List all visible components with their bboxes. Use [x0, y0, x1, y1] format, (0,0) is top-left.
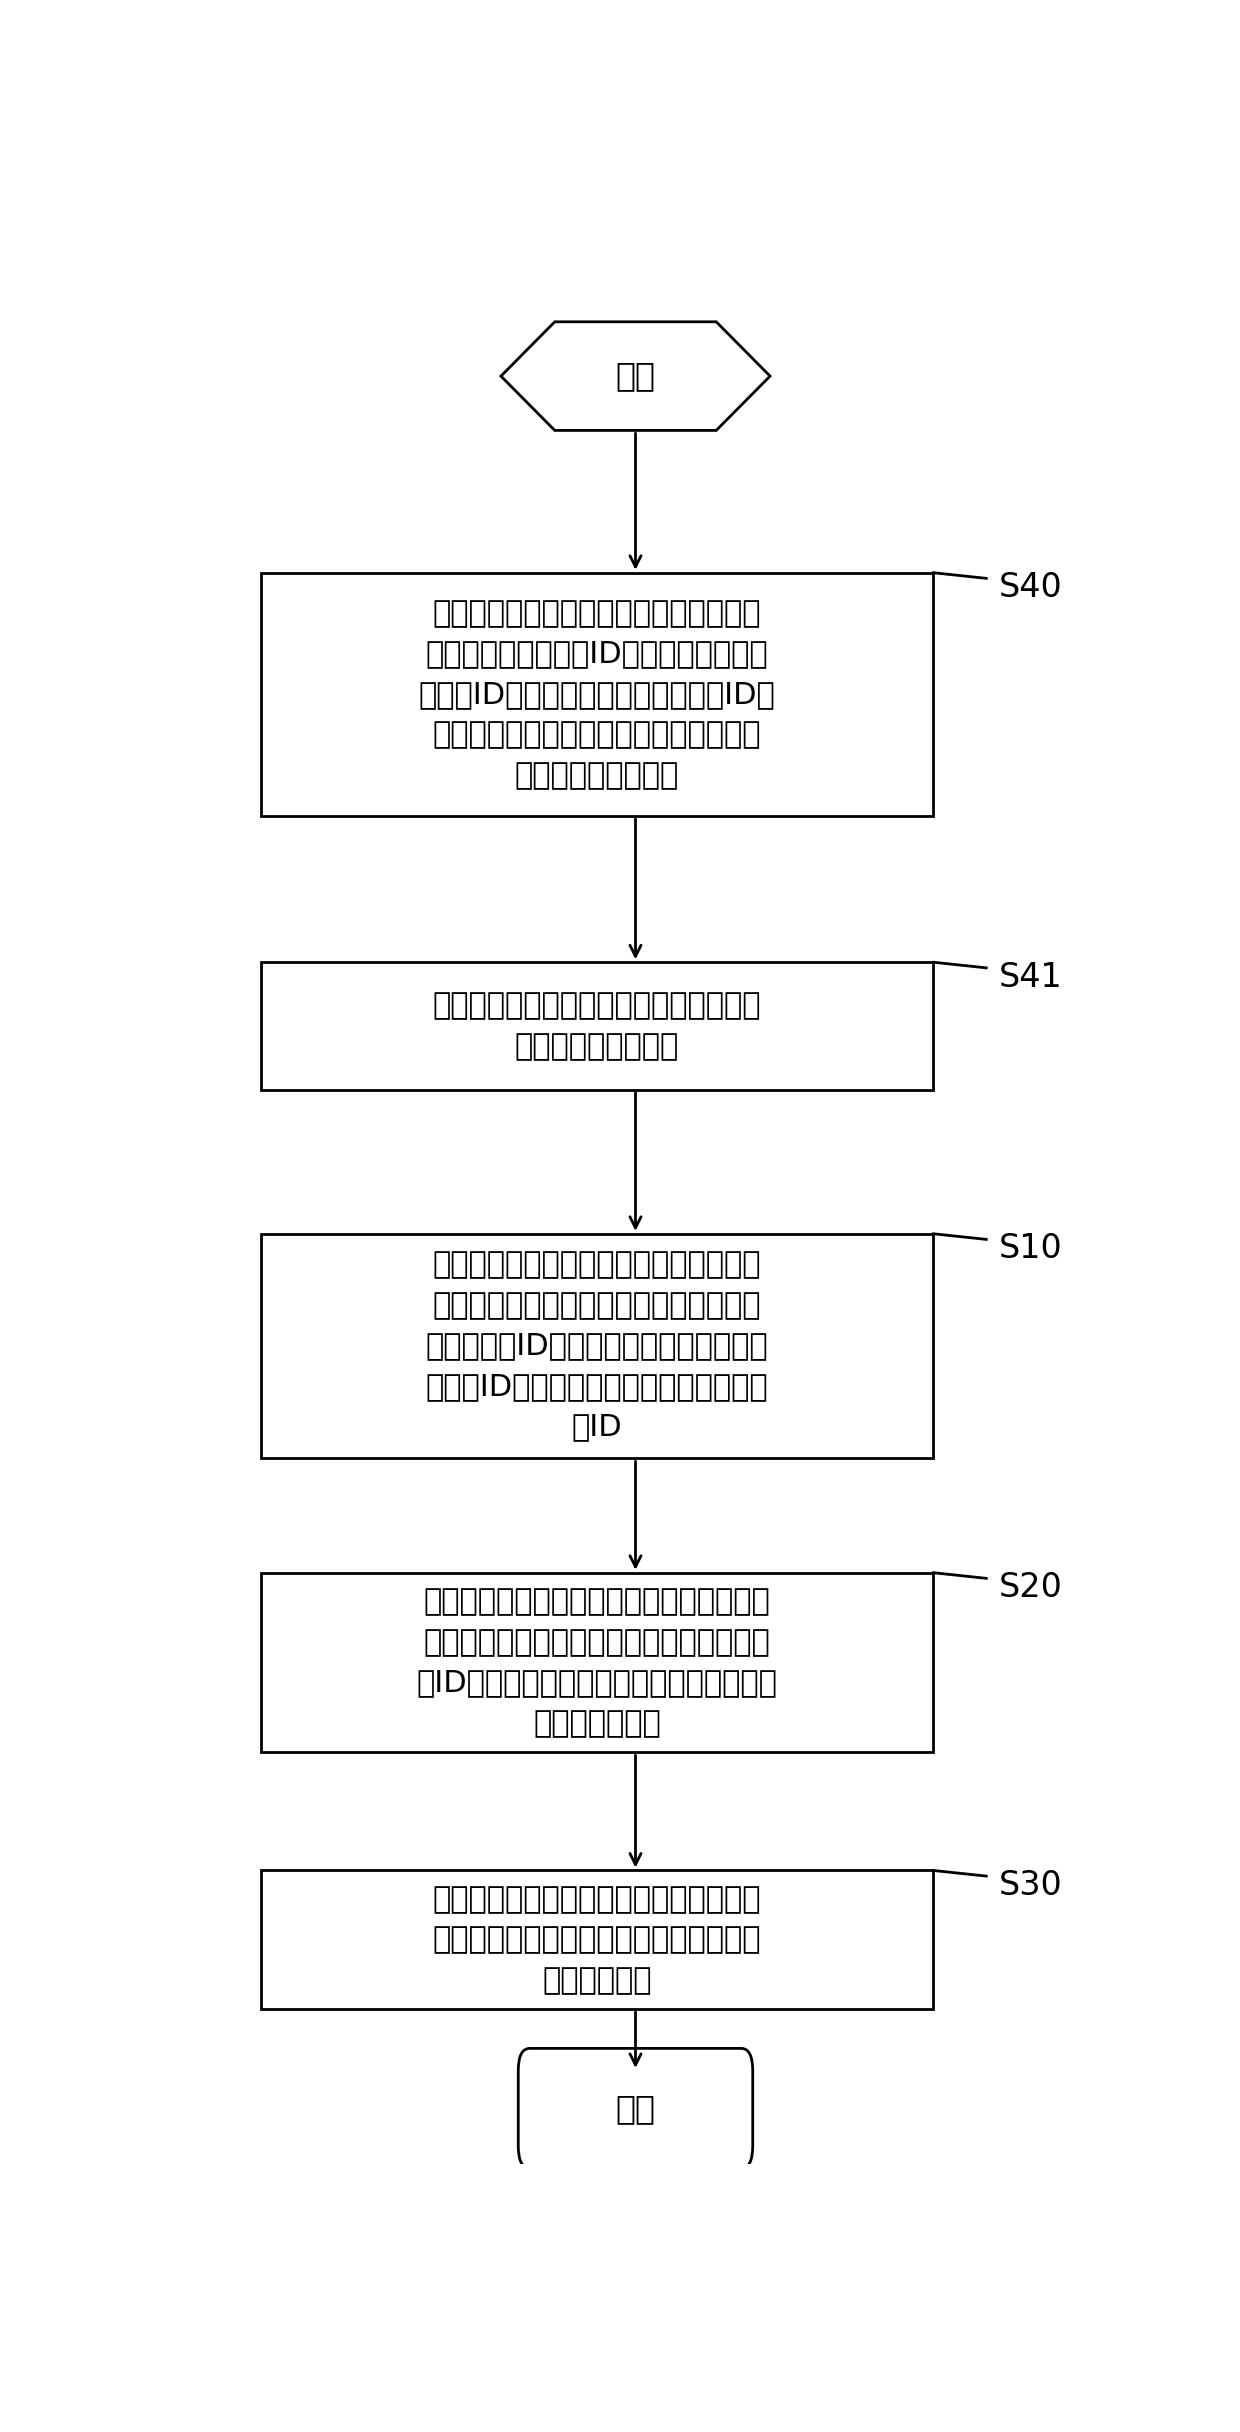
Bar [260, 1870, 934, 2009]
Text: S20: S20 [998, 1571, 1063, 1605]
Text: 将智能家电企业云服务端返回的认证结果
转发至智能家电设备: 将智能家电企业云服务端返回的认证结果 转发至智能家电设备 [433, 992, 761, 1060]
Text: 管控平台接收智能家电设备发送的包括该
智能家电设备的设备ID以及其所对应企业
的企业ID的接入请求，根据所述企业ID向
相应的智能家电企业云服务端请求对该智
能: 管控平台接收智能家电设备发送的包括该 智能家电设备的设备ID以及其所对应企业 的… [419, 598, 775, 790]
Text: S10: S10 [998, 1233, 1063, 1265]
Polygon shape [501, 321, 770, 430]
Bar [260, 963, 934, 1090]
Text: 控制终端从设备列表中选择相应的待管控
智能家电设备，对该待管控智能家电设备
进行管控操作: 控制终端从设备列表中选择相应的待管控 智能家电设备，对该待管控智能家电设备 进行… [433, 1885, 761, 1994]
Text: 管控平台接收控制终端发送的注册请求，
在注册成功后，绑定用于唯一标识该控制
终端的用户ID与其所控制的智能家电设备
的设备ID以及该智能家电设备所对应的企
业I: 管控平台接收控制终端发送的注册请求， 在注册成功后，绑定用于唯一标识该控制 终端… [425, 1250, 769, 1442]
Bar [260, 1574, 934, 1753]
Text: S40: S40 [998, 572, 1063, 603]
Text: S41: S41 [998, 961, 1063, 995]
Bar [260, 1233, 934, 1459]
Text: S30: S30 [998, 1868, 1063, 1902]
Text: 接收到控制终端对智能家电设备进行管控的
控制请求时，管控平台根据该控制终端的用
户ID，向控制终端提供与其绑定的智能家电
设备的设备列表: 接收到控制终端对智能家电设备进行管控的 控制请求时，管控平台根据该控制终端的用 … [417, 1588, 777, 1739]
Text: 结束: 结束 [615, 2092, 656, 2126]
Bar [260, 574, 934, 817]
FancyBboxPatch shape [518, 2048, 753, 2169]
Text: 开始: 开始 [615, 360, 656, 392]
